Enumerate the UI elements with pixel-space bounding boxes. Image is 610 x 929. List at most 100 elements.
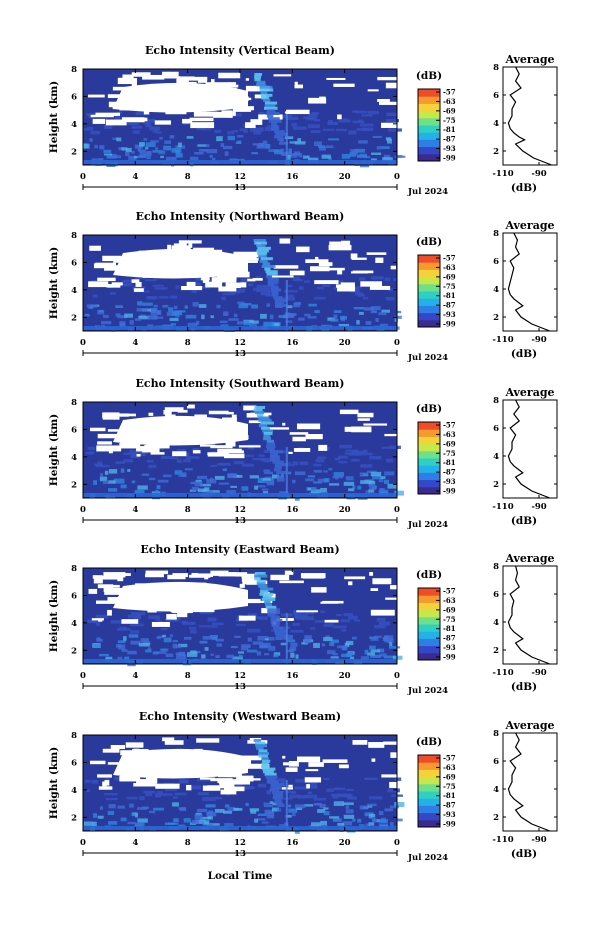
echo-cell <box>123 459 133 463</box>
no-data-cell <box>154 120 172 125</box>
echo-cell <box>108 480 116 484</box>
no-data-cell <box>218 286 237 292</box>
colorbar-swatch <box>418 291 440 299</box>
plume-cell <box>261 96 270 100</box>
no-data-cell <box>220 789 237 795</box>
echo-cell <box>272 322 280 328</box>
echo-cell <box>157 479 169 483</box>
echo-cell <box>184 305 188 309</box>
no-data-cell <box>148 412 154 416</box>
echo-cell <box>235 783 242 787</box>
echo-cell <box>162 162 171 166</box>
echo-cell <box>185 314 197 319</box>
echo-cell <box>264 458 271 463</box>
echo-cell <box>265 143 271 149</box>
echo-cell <box>273 149 283 155</box>
no-data-cell <box>176 79 189 84</box>
echo-cell <box>266 815 275 819</box>
echo-cell <box>243 130 248 133</box>
echo-cell <box>138 642 150 647</box>
plume-cell <box>258 254 267 258</box>
no-data-cell <box>314 280 339 285</box>
echo-cell <box>384 277 391 281</box>
echo-cell <box>178 643 188 648</box>
echo-cell <box>156 651 167 654</box>
echo-cell <box>233 313 238 318</box>
no-data-cell <box>199 444 216 447</box>
plume-cell <box>273 296 283 300</box>
echo-cell <box>328 138 339 141</box>
colorbar-label: -99 <box>443 653 456 662</box>
no-data-cell <box>320 601 339 604</box>
avg-y-tick-label: 8 <box>493 729 499 739</box>
no-data-cell <box>318 262 333 267</box>
echo-cell <box>292 623 300 626</box>
no-data-cell <box>132 749 149 752</box>
echo-cell <box>99 476 108 482</box>
echo-cell <box>269 314 274 320</box>
echo-cell <box>83 128 89 131</box>
day-label: 13 <box>234 849 246 859</box>
echo-cell <box>358 140 368 144</box>
no-data-cell <box>142 447 160 453</box>
echo-cell <box>348 130 357 135</box>
echo-cell <box>288 808 298 813</box>
echo-cell <box>189 626 197 630</box>
echo-cell <box>162 634 166 637</box>
echo-cell <box>181 779 189 784</box>
echo-cell <box>370 637 379 641</box>
no-data-cell <box>296 423 321 430</box>
echo-cell <box>193 650 201 654</box>
echo-cell <box>330 656 339 659</box>
no-data-cell <box>158 76 181 79</box>
echo-cell <box>134 318 141 321</box>
echo-cell <box>148 810 156 814</box>
no-data-cell <box>366 252 387 255</box>
plume-cell <box>260 421 274 425</box>
echo-cell <box>238 303 249 309</box>
panels-layer: Echo Intensity (Vertical Beam) 2 4 6 8 Height… <box>48 44 558 863</box>
x-axis-title: Local Time <box>208 870 273 882</box>
echo-cell <box>231 130 238 133</box>
echo-cell <box>172 310 183 316</box>
echo-cell <box>257 477 265 483</box>
echo-cell <box>343 118 348 121</box>
echo-cell <box>196 126 206 131</box>
x-tick-label: 20 <box>339 338 351 348</box>
x-tick-label: 0 <box>394 838 400 848</box>
y-tick-label: 2 <box>71 480 77 490</box>
echo-cell <box>95 622 101 626</box>
no-data-cell <box>327 267 345 271</box>
no-data-cell <box>288 784 293 787</box>
plume-cell <box>259 88 274 92</box>
colorbar-label: -63 <box>443 763 456 772</box>
echo-cell <box>191 819 200 824</box>
plume-cell <box>272 791 284 794</box>
echo-cell <box>160 648 169 651</box>
echo-cell <box>137 146 141 152</box>
no-data-cell <box>236 598 261 604</box>
echo-cell <box>92 294 98 298</box>
no-data-cell <box>375 257 384 263</box>
echo-cell <box>338 461 348 464</box>
echo-cell <box>252 143 261 146</box>
echo-cell <box>297 138 302 143</box>
echo-cell <box>114 115 121 120</box>
avg-y-tick-label: 4 <box>493 452 499 462</box>
echo-cell <box>347 488 355 492</box>
echo-cell <box>169 295 178 299</box>
no-data-cell <box>279 238 291 244</box>
echo-cell <box>197 488 207 493</box>
plume-cell <box>266 780 279 784</box>
echo-cell <box>141 806 150 809</box>
echo-cell <box>86 304 98 308</box>
avg-y-tick-label: 6 <box>493 424 499 434</box>
echo-cell <box>363 307 375 311</box>
colorbar-label: -57 <box>443 254 456 263</box>
echo-cell <box>308 113 317 118</box>
echo-cell <box>286 639 296 643</box>
plume-cell <box>267 283 275 287</box>
colorbar-label: -75 <box>443 116 456 125</box>
no-data-cell <box>177 612 188 618</box>
colorbar-label: -81 <box>443 125 456 134</box>
